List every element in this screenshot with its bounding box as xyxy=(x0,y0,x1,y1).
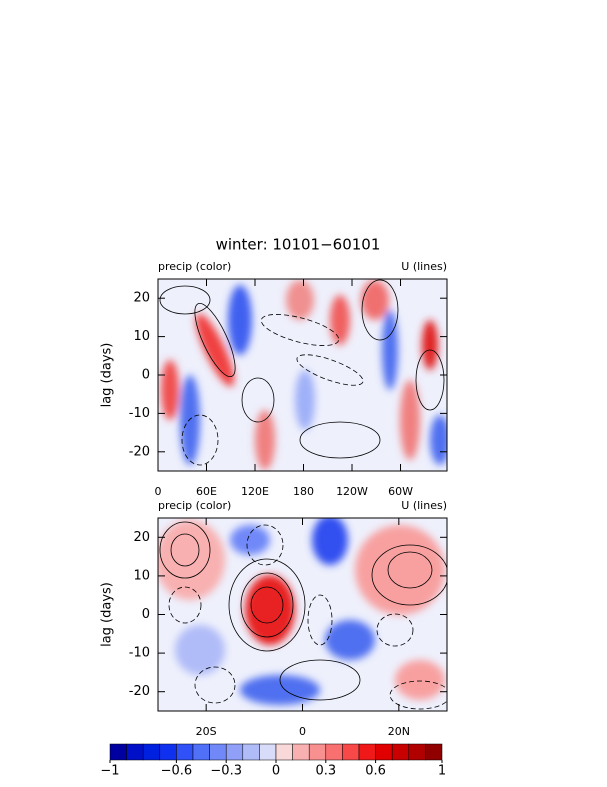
x-tick-label: 120E xyxy=(241,485,269,498)
colorbar-box xyxy=(176,743,194,761)
x-tick-label: 20S xyxy=(196,725,217,738)
panel-left-label: precip (color) xyxy=(158,499,231,512)
field-1 xyxy=(158,518,447,711)
figure-title: winter: 10101−60101 xyxy=(216,236,381,254)
y-tick-label: 0 xyxy=(142,368,150,383)
colorbar-box xyxy=(408,743,426,761)
colorbar-box xyxy=(109,743,127,761)
colorbar-box xyxy=(358,743,376,761)
colorbar-box xyxy=(292,743,310,761)
x-tick-label: 180 xyxy=(293,485,314,498)
colorbar-box xyxy=(159,743,177,761)
colorbar-box xyxy=(142,743,161,761)
y-tick-label: 10 xyxy=(133,329,150,344)
colorbar-box xyxy=(325,743,343,761)
x-tick-label: 60W xyxy=(388,485,413,498)
y-tick-label: -10 xyxy=(129,406,150,421)
x-tick-label: 0 xyxy=(299,725,306,738)
colorbar-box xyxy=(225,743,244,761)
panel-right-label: U (lines) xyxy=(401,499,447,512)
colorbar-box xyxy=(391,743,410,761)
y-tick-label: 20 xyxy=(133,530,150,545)
colorbar-box xyxy=(209,743,227,761)
panel-right-label: U (lines) xyxy=(401,260,447,273)
x-tick-label: 20N xyxy=(388,725,410,738)
colorbar-tick-label: −0.6 xyxy=(161,764,193,779)
x-tick-label: 120W xyxy=(336,485,368,498)
colorbar-tick-label: −0.3 xyxy=(210,764,242,779)
colorbar-tick-label: −1 xyxy=(100,764,119,779)
y-tick-label: -10 xyxy=(129,646,150,661)
colorbar-box xyxy=(259,743,277,761)
y-tick-label: 20 xyxy=(133,291,150,306)
colorbar-tick-label: 0.6 xyxy=(365,764,386,779)
colorbar-tick-label: 1 xyxy=(438,764,446,779)
colorbar-box xyxy=(342,743,360,761)
y-tick-label: -20 xyxy=(129,444,150,459)
colorbar-box xyxy=(308,743,327,761)
colorbar-box xyxy=(425,743,443,761)
field-0 xyxy=(158,279,447,471)
y-tick-label: 10 xyxy=(133,568,150,583)
x-tick-label: 0 xyxy=(155,485,162,498)
x-tick-label: 60E xyxy=(196,485,217,498)
y-axis-label: lag (days) xyxy=(100,343,115,408)
panel-left-label: precip (color) xyxy=(158,260,231,273)
colorbar-box xyxy=(242,743,260,761)
y-tick-label: -20 xyxy=(129,684,150,699)
colorbar-box xyxy=(192,743,210,761)
y-axis-label: lag (days) xyxy=(100,582,115,647)
colorbar-box xyxy=(275,743,293,761)
colorbar-tick-label: 0 xyxy=(272,764,280,779)
colorbar-box xyxy=(126,743,144,761)
colorbar-tick-label: 0.3 xyxy=(315,764,336,779)
colorbar-box xyxy=(375,743,393,761)
y-tick-label: 0 xyxy=(142,607,150,622)
